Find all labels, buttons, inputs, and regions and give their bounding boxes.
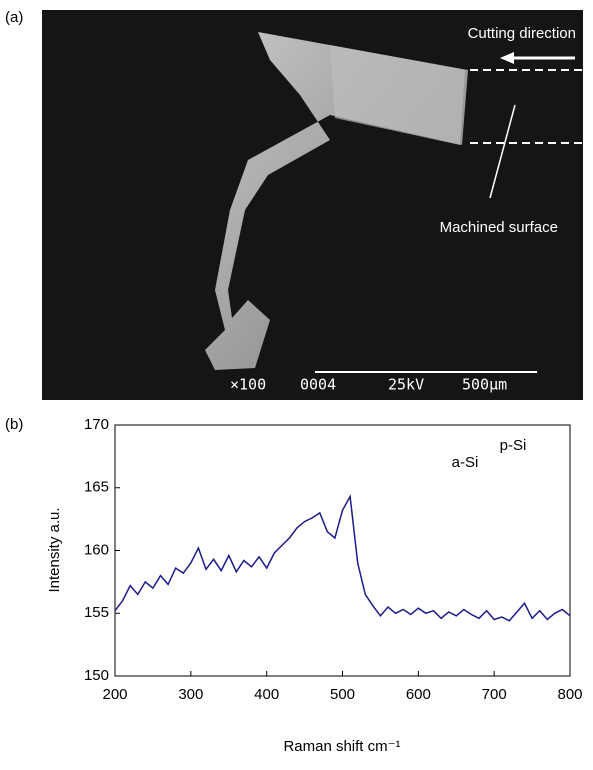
chip-face	[330, 45, 465, 145]
arrow-head	[500, 52, 514, 64]
x-tick-label: 800	[557, 686, 582, 703]
x-tick-label: 500	[330, 686, 355, 703]
x-tick-label: 600	[406, 686, 431, 703]
y-tick-label: 150	[84, 667, 109, 684]
x-tick-label: 200	[102, 686, 127, 703]
panel-label: (b)	[5, 416, 23, 433]
line	[114, 494, 571, 622]
y-axis-title: Intensity a.u.	[46, 507, 63, 592]
y-tick-label: 155	[84, 604, 109, 621]
annotation: a-Si	[452, 454, 479, 471]
y-tick-label: 165	[84, 479, 109, 496]
annotation: p-Si	[500, 437, 527, 454]
annotation: Cutting direction	[468, 25, 576, 42]
x-axis-title: Raman shift cm⁻¹	[283, 738, 400, 755]
plot-frame	[114, 424, 571, 677]
scale-text: 25kV	[388, 376, 424, 394]
scale-text: 500μm	[462, 376, 507, 394]
pointer	[489, 104, 516, 199]
x-tick-label: 700	[482, 686, 507, 703]
x-tick-label: 400	[254, 686, 279, 703]
x-tick-label: 300	[178, 686, 203, 703]
y-tick-label: 170	[84, 416, 109, 433]
scale-text: 0004	[300, 376, 336, 394]
y-tick-label: 160	[84, 541, 109, 558]
panel-label: (a)	[5, 9, 23, 26]
scale-text: ×100	[230, 376, 266, 394]
annotation: Machined surface	[440, 219, 558, 236]
